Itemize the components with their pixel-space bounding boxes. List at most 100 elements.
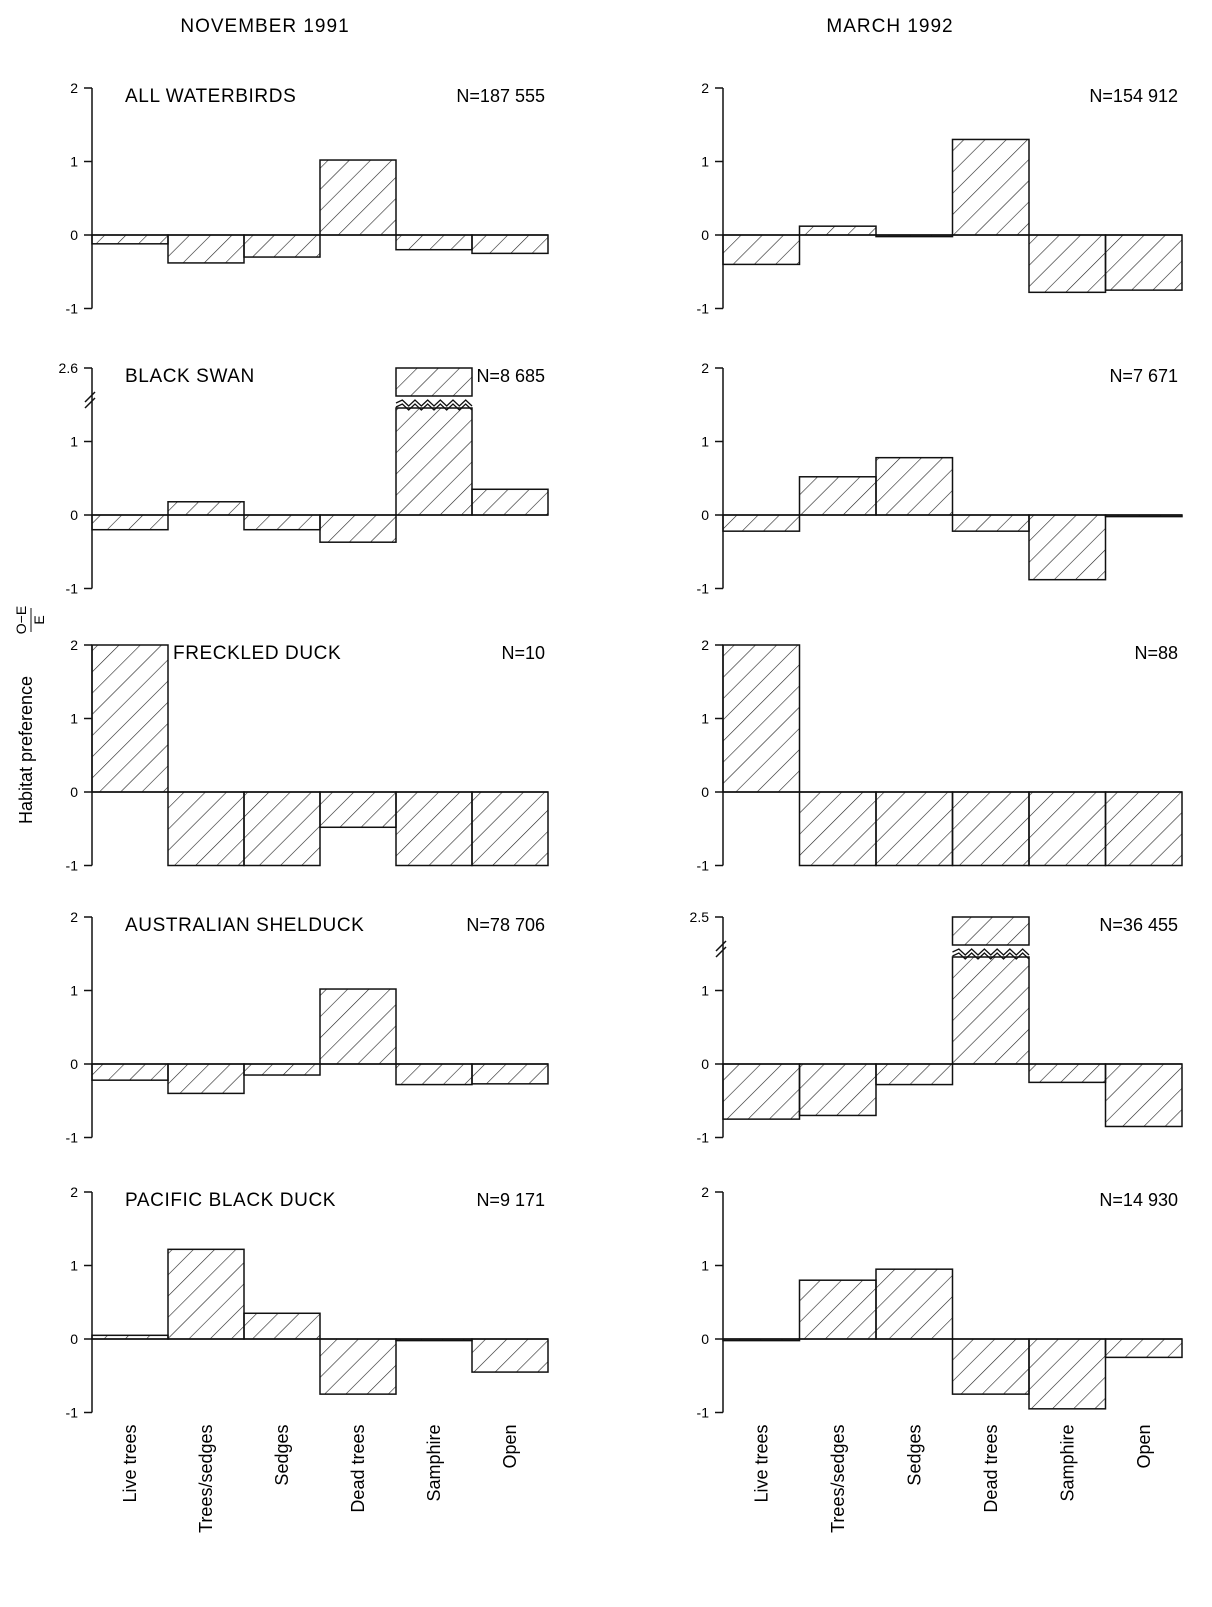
bar-samphire	[395, 234, 473, 251]
bar-live-trees	[722, 234, 801, 266]
bar-sedges	[875, 456, 954, 516]
sample-size-label: N=9 171	[476, 1190, 545, 1210]
panel-nov-1991-2: -1 0 1 2.6 BLACK SWAN N=8 685	[59, 360, 549, 597]
bar-open	[1104, 514, 1183, 518]
sample-size-label: N=14 930	[1099, 1190, 1178, 1210]
y-tick-label: 2.6	[59, 360, 79, 376]
y-tick-label: 2	[70, 1184, 78, 1200]
sample-size-label: N=78 706	[466, 915, 545, 935]
bar-sedges	[875, 791, 954, 867]
bar-trees-sedges	[167, 234, 245, 264]
sample-size-label: N=88	[1134, 643, 1178, 663]
bar-trees-sedges	[167, 791, 245, 867]
y-tick-label: 1	[70, 434, 78, 450]
bar-dead-trees-top	[951, 916, 1030, 946]
y-tick-label: 1	[701, 434, 709, 450]
bar-open	[1104, 1063, 1183, 1128]
y-tick-label: 0	[701, 1056, 709, 1072]
panel-mar-1992-2: -1 0 1 2 N=7 671	[697, 360, 1183, 597]
bar-open	[471, 1338, 549, 1373]
y-tick-label: -1	[697, 1130, 710, 1146]
category-label-live-trees: Live trees	[751, 1425, 771, 1503]
species-label: FRECKLED DUCK	[173, 643, 341, 664]
bar-samphire-top	[395, 367, 473, 397]
bar-trees-sedges	[798, 476, 877, 516]
bar-dead-trees	[319, 791, 397, 829]
y-tick-label: 0	[701, 784, 709, 800]
bar-dead-trees	[951, 138, 1030, 236]
y-tick-label: 0	[701, 227, 709, 243]
sample-size-label: N=10	[501, 643, 545, 663]
category-label-samphire: Samphire	[424, 1425, 444, 1502]
bar-live-trees	[722, 644, 801, 793]
bar-live-trees	[91, 1063, 169, 1081]
bar-dead-trees	[951, 791, 1030, 867]
y-tick-label: -1	[697, 301, 710, 317]
bar-sedges	[875, 1268, 954, 1340]
bar-dead-trees	[319, 159, 397, 236]
bar-sedges	[243, 791, 321, 867]
category-label-trees-sedges: Trees/sedges	[196, 1425, 216, 1533]
category-label-dead-trees: Dead trees	[981, 1425, 1001, 1513]
bar-trees-sedges	[798, 1279, 877, 1340]
y-tick-label: 0	[701, 1331, 709, 1347]
y-tick-label: 0	[70, 784, 78, 800]
bar-break-mark	[952, 948, 1030, 956]
y-tick-label: -1	[66, 581, 79, 597]
y-tick-label: 1	[70, 1258, 78, 1274]
y-tick-label: 0	[70, 507, 78, 523]
bar-dead-trees	[951, 956, 1030, 1065]
panel-nov-1991-3: -1 0 1 2 FRECKLED DUCK N=10	[66, 637, 549, 874]
panel-nov-1991-1: -1 0 1 2 ALL WATERBIRDS N=187 555	[66, 80, 549, 317]
bar-break-mark	[395, 403, 473, 411]
bar-trees-sedges	[167, 1248, 245, 1340]
column-title-left: NOVEMBER 1991	[180, 16, 349, 37]
bar-samphire	[395, 407, 473, 516]
y-tick-label: 2	[701, 80, 709, 96]
panel-mar-1992-5: -1 0 1 2 N=14 930 Live trees Trees/sedges Sedge…	[697, 1184, 1183, 1533]
bar-sedges	[243, 514, 321, 531]
bar-live-trees	[722, 1063, 801, 1120]
bar-open	[1104, 1338, 1183, 1359]
sample-size-label: N=154 912	[1089, 86, 1178, 106]
bar-sedges	[875, 234, 954, 238]
bar-samphire	[1028, 514, 1107, 581]
panel-mar-1992-3: -1 0 1 2 N=88	[697, 637, 1183, 874]
y-tick-label: 2	[70, 80, 78, 96]
bar-sedges	[875, 1063, 954, 1086]
y-tick-label: 1	[701, 1258, 709, 1274]
y-axis-label: Habitat preference O−E E	[13, 606, 47, 824]
bar-trees-sedges	[798, 791, 877, 867]
bar-open	[471, 488, 549, 516]
category-label-trees-sedges: Trees/sedges	[828, 1425, 848, 1533]
column-title-right: MARCH 1992	[826, 16, 953, 37]
category-label-dead-trees: Dead trees	[348, 1425, 368, 1513]
svg-text:Habitat preference: Habitat preference	[16, 676, 36, 824]
y-tick-label: 2	[701, 637, 709, 653]
bar-samphire	[1028, 234, 1107, 294]
y-axis-label-formula-denominator: E	[31, 615, 47, 624]
bar-samphire	[1028, 791, 1107, 867]
y-tick-label: -1	[697, 858, 710, 874]
y-tick-label: -1	[66, 301, 79, 317]
y-tick-label: 1	[701, 154, 709, 170]
category-label-open: Open	[500, 1425, 520, 1469]
y-tick-label: 2	[70, 637, 78, 653]
y-tick-label: 0	[70, 1331, 78, 1347]
bar-dead-trees	[951, 1338, 1030, 1395]
panel-nov-1991-5: -1 0 1 2 PACIFIC BLACK DUCK N=9 171 Live trees…	[66, 1184, 549, 1533]
axis-break-mark	[84, 391, 96, 409]
y-tick-label: 0	[70, 227, 78, 243]
species-label: ALL WATERBIRDS	[125, 86, 296, 107]
bar-open	[1104, 791, 1183, 867]
bar-samphire	[395, 1063, 473, 1086]
species-label: AUSTRALIAN SHELDUCK	[125, 915, 364, 936]
bar-samphire	[1028, 1063, 1107, 1084]
bar-trees-sedges	[798, 1063, 877, 1117]
y-tick-label: 2	[701, 1184, 709, 1200]
panel-mar-1992-4: -1 0 1 2.5 N=36 455	[690, 909, 1183, 1146]
category-label-sedges: Sedges	[272, 1425, 292, 1486]
bar-break-mark	[395, 399, 473, 407]
y-tick-label: 1	[70, 711, 78, 727]
sample-size-label: N=8 685	[476, 366, 545, 386]
